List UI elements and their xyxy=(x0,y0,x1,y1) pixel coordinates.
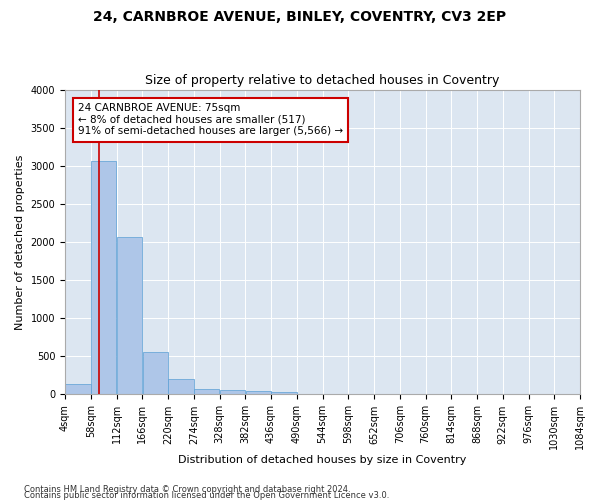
Text: Contains public sector information licensed under the Open Government Licence v3: Contains public sector information licen… xyxy=(24,490,389,500)
Bar xyxy=(117,238,142,394)
Bar xyxy=(194,389,219,394)
Bar xyxy=(220,390,245,394)
Title: Size of property relative to detached houses in Coventry: Size of property relative to detached ho… xyxy=(145,74,500,87)
Y-axis label: Number of detached properties: Number of detached properties xyxy=(15,154,25,330)
Text: 24 CARNBROE AVENUE: 75sqm
← 8% of detached houses are smaller (517)
91% of semi-: 24 CARNBROE AVENUE: 75sqm ← 8% of detach… xyxy=(78,104,343,136)
Bar xyxy=(271,392,296,394)
Bar xyxy=(245,392,271,394)
Bar xyxy=(143,352,168,395)
Bar xyxy=(168,379,194,394)
Bar xyxy=(65,384,91,394)
Bar xyxy=(91,161,116,394)
Text: Contains HM Land Registry data © Crown copyright and database right 2024.: Contains HM Land Registry data © Crown c… xyxy=(24,484,350,494)
X-axis label: Distribution of detached houses by size in Coventry: Distribution of detached houses by size … xyxy=(178,455,467,465)
Text: 24, CARNBROE AVENUE, BINLEY, COVENTRY, CV3 2EP: 24, CARNBROE AVENUE, BINLEY, COVENTRY, C… xyxy=(94,10,506,24)
